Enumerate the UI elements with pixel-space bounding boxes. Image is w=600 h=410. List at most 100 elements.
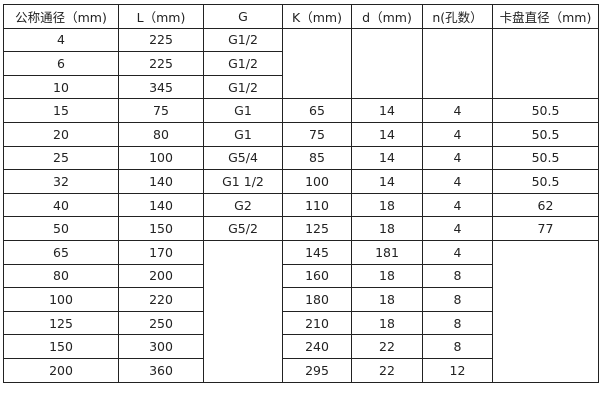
cell-thread: G5/4 <box>203 145 283 171</box>
cell-nominal-diameter: 40 <box>3 192 119 218</box>
cell-nominal-diameter: 80 <box>3 263 119 289</box>
cell-d-empty <box>351 27 423 100</box>
cell-hole-count: 8 <box>422 310 493 336</box>
table-row: 10 345 G1/2 <box>3 74 599 100</box>
cell-d: 22 <box>351 357 423 383</box>
header-thread: G <box>203 4 283 29</box>
table-row: 40 140 G2 110 18 4 62 <box>3 192 599 218</box>
specification-table: 公称通径（mm) L（mm) G K（mm) d（mm) n(孔数） 卡盘直径（… <box>3 4 599 383</box>
cell-chuck-diameter: 50.5 <box>492 169 599 194</box>
cell-thread: G5/2 <box>203 216 283 241</box>
cell-d: 18 <box>351 192 423 218</box>
cell-thread: G1/2 <box>203 51 283 76</box>
table-row: 50 150 G5/2 125 18 4 77 <box>3 216 599 241</box>
cell-nominal-diameter: 25 <box>3 145 119 171</box>
cell-nominal-diameter: 150 <box>3 334 119 359</box>
cell-nominal-diameter: 15 <box>3 98 119 123</box>
cell-hole-count: 4 <box>422 121 493 147</box>
cell-nominal-diameter: 6 <box>3 51 119 76</box>
cell-length: 140 <box>118 169 204 194</box>
cell-length: 225 <box>118 51 204 76</box>
cell-hole-count: 4 <box>422 98 493 123</box>
cell-length: 100 <box>118 145 204 171</box>
cell-d: 18 <box>351 310 423 336</box>
cell-thread: G1 1/2 <box>203 169 283 194</box>
cell-nominal-diameter: 4 <box>3 27 119 53</box>
header-row: 公称通径（mm) L（mm) G K（mm) d（mm) n(孔数） 卡盘直径（… <box>3 4 599 29</box>
cell-hole-count: 12 <box>422 357 493 383</box>
cell-k: 100 <box>282 169 352 194</box>
cell-k-empty <box>282 27 352 100</box>
cell-chuck-diameter: 77 <box>492 216 599 241</box>
cell-nominal-diameter: 10 <box>3 74 119 100</box>
header-hole-count: n(孔数） <box>422 4 493 29</box>
table-row: 4 225 G1/2 <box>3 27 599 100</box>
cell-hole-count: 4 <box>422 192 493 218</box>
cell-chuck-diameter: 62 <box>492 192 599 218</box>
cell-length: 75 <box>118 98 204 123</box>
cell-hole-count: 4 <box>422 239 493 265</box>
cell-thread: G1 <box>203 121 283 147</box>
cell-nominal-diameter: 32 <box>3 169 119 194</box>
cell-thread: G1/2 <box>203 27 283 53</box>
cell-length: 360 <box>118 357 204 383</box>
cell-hole-count: 8 <box>422 334 493 359</box>
cell-k: 65 <box>282 98 352 123</box>
header-k: K（mm) <box>282 4 352 29</box>
table-row: 200 360 295 22 12 <box>3 357 599 383</box>
table-row: 80 200 160 18 8 <box>3 263 599 289</box>
cell-thread: G1 <box>203 98 283 123</box>
cell-nominal-diameter: 50 <box>3 216 119 241</box>
cell-d: 18 <box>351 287 423 312</box>
table-row: 15 75 G1 65 14 4 50.5 <box>3 98 599 123</box>
table-row: 25 100 G5/4 85 14 4 50.5 <box>3 145 599 171</box>
table-row: 125 250 210 18 8 <box>3 310 599 336</box>
cell-hole-count: 4 <box>422 216 493 241</box>
cell-length: 150 <box>118 216 204 241</box>
cell-hole-count: 8 <box>422 287 493 312</box>
header-d: d（mm) <box>351 4 423 29</box>
cell-chuck-empty <box>492 27 599 100</box>
cell-n-empty <box>422 27 493 100</box>
cell-d: 18 <box>351 263 423 289</box>
cell-length: 200 <box>118 263 204 289</box>
table-row: 32 140 G1 1/2 100 14 4 50.5 <box>3 169 599 194</box>
cell-chuck-empty <box>492 239 599 383</box>
cell-d: 14 <box>351 169 423 194</box>
cell-length: 300 <box>118 334 204 359</box>
header-nominal-diameter: 公称通径（mm) <box>3 4 119 29</box>
cell-d: 181 <box>351 239 423 265</box>
cell-k: 180 <box>282 287 352 312</box>
table-row: 100 220 180 18 8 <box>3 287 599 312</box>
table-row: 150 300 240 22 8 <box>3 334 599 359</box>
cell-k: 85 <box>282 145 352 171</box>
cell-d: 14 <box>351 121 423 147</box>
cell-length: 345 <box>118 74 204 100</box>
cell-k: 75 <box>282 121 352 147</box>
cell-thread: G1/2 <box>203 74 283 100</box>
cell-k: 145 <box>282 239 352 265</box>
cell-nominal-diameter: 100 <box>3 287 119 312</box>
cell-d: 18 <box>351 216 423 241</box>
cell-hole-count: 8 <box>422 263 493 289</box>
header-chuck-diameter: 卡盘直径（mm) <box>492 4 599 29</box>
cell-nominal-diameter: 200 <box>3 357 119 383</box>
cell-thread-empty <box>203 239 283 383</box>
cell-hole-count: 4 <box>422 145 493 171</box>
cell-k: 240 <box>282 334 352 359</box>
table-row: 20 80 G1 75 14 4 50.5 <box>3 121 599 147</box>
cell-nominal-diameter: 20 <box>3 121 119 147</box>
cell-k: 210 <box>282 310 352 336</box>
cell-d: 22 <box>351 334 423 359</box>
cell-length: 250 <box>118 310 204 336</box>
cell-length: 140 <box>118 192 204 218</box>
cell-length: 225 <box>118 27 204 53</box>
table-row: 65 170 145 181 4 <box>3 239 599 383</box>
cell-k: 295 <box>282 357 352 383</box>
cell-d: 14 <box>351 98 423 123</box>
cell-hole-count: 4 <box>422 169 493 194</box>
cell-k: 110 <box>282 192 352 218</box>
cell-thread: G2 <box>203 192 283 218</box>
cell-d: 14 <box>351 145 423 171</box>
cell-nominal-diameter: 65 <box>3 239 119 265</box>
